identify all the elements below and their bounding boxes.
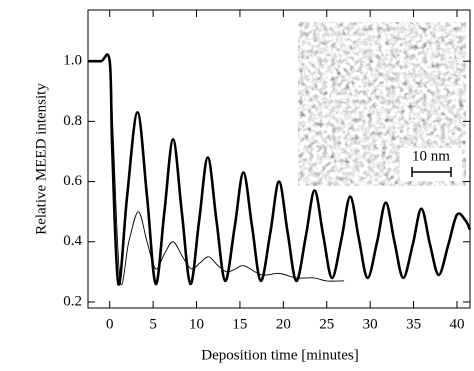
x-tick-label: 5 [149,316,157,332]
y-tick-label: 0.6 [63,173,82,189]
x-tick-label: 0 [106,316,114,332]
x-tick-label: 30 [363,316,378,332]
x-tick-label: 10 [189,316,204,332]
chart: 10 nm Deposition time [minutes] Relative… [0,0,474,371]
x-axis-label: Deposition time [minutes] [201,347,358,363]
x-tick-label: 25 [319,316,334,332]
x-tick-label: 40 [449,316,464,332]
y-tick-label: 0.4 [63,233,82,249]
x-tick-label: 15 [232,316,247,332]
x-tick-label: 35 [406,316,421,332]
y-axis-label: Relative MEED intensity [33,83,49,235]
scale-label: 10 nm [412,148,450,164]
y-tick-label: 0.8 [63,113,82,129]
y-tick-label: 1.0 [63,53,82,69]
x-tick-label: 20 [276,316,291,332]
y-tick-label: 0.2 [63,293,82,309]
